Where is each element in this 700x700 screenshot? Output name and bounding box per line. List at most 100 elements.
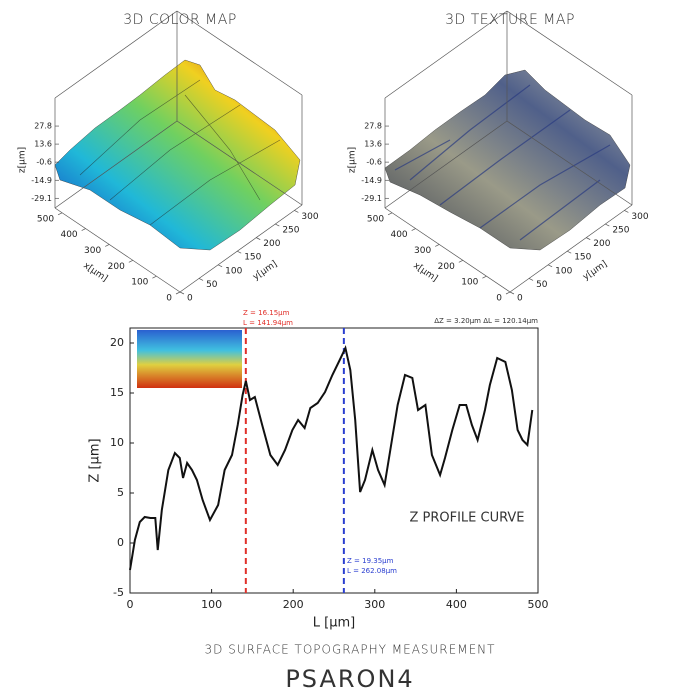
y-tick (605, 223, 610, 227)
box-edge (54, 120, 178, 209)
x-tick-label: 400 (446, 598, 467, 611)
x-tick-label: 400 (60, 230, 77, 240)
x-tick-label: 500 (528, 598, 549, 611)
y-tick-label: 300 (631, 212, 648, 222)
z-axis-label: z[µm] (18, 147, 28, 173)
inset-map (137, 330, 242, 388)
x-tick-label: 300 (84, 246, 101, 256)
x-tick-label: 100 (201, 598, 222, 611)
y-axis-label: y[µm] (581, 259, 609, 282)
y-tick-label: 0 (117, 536, 124, 549)
x-tick (505, 291, 511, 295)
plot-frame (129, 327, 539, 594)
z-tick-label: -14.9 (31, 176, 52, 185)
x-tick-label: 300 (414, 246, 431, 256)
box-edge (176, 10, 303, 96)
x-tick-label: 200 (283, 598, 304, 611)
y-tick-label: 50 (536, 280, 548, 290)
x-axis-label: x[µm] (81, 261, 109, 284)
z-tick-label: -0.6 (366, 158, 382, 167)
x-tick (128, 259, 133, 263)
y-tick (179, 291, 185, 295)
box-edge (384, 120, 508, 209)
y-tick-label: 300 (301, 212, 318, 222)
y-tick (198, 278, 204, 281)
box-edge (509, 204, 633, 293)
x-tick-label: 100 (131, 278, 148, 288)
x-tick-label: 300 (364, 598, 385, 611)
y-tick-label: 100 (225, 266, 242, 276)
y-tick (237, 250, 242, 254)
annotation: Z = 19.35µm (347, 557, 394, 565)
z-tick-label: 27.8 (34, 122, 52, 131)
y-tick (567, 250, 572, 254)
y-tick-label: 200 (263, 239, 280, 249)
box-edge (506, 120, 633, 206)
x-tick (57, 212, 63, 216)
x-tick (435, 244, 440, 247)
y-tick (256, 237, 261, 240)
x-tick-label: 0 (496, 294, 502, 304)
x-tick-label: 0 (166, 294, 172, 304)
y-tick-label: 0 (187, 294, 193, 304)
box-edge (54, 207, 181, 293)
y-tick (624, 210, 629, 213)
box-edge (506, 10, 633, 96)
annotation: ΔZ = 3.20µm ΔL = 120.14µm (434, 317, 538, 325)
y-tick-label: 5 (117, 486, 124, 499)
x-tick (387, 212, 393, 216)
y-tick-label: 10 (110, 436, 124, 449)
z-tick-label: 13.6 (364, 140, 382, 149)
annotation: Z = 16.15µm (243, 309, 290, 317)
x-axis-label: x[µm] (411, 261, 439, 284)
z-axis-label: z[µm] (348, 147, 358, 173)
profile-line (129, 344, 534, 571)
x-tick-label: 400 (390, 230, 407, 240)
y-tick-label: 250 (282, 226, 299, 236)
y-tick (586, 237, 591, 240)
x-tick (152, 275, 157, 279)
y-tick-label: 150 (574, 253, 591, 263)
x-tick (105, 244, 110, 247)
annotation: Z PROFILE CURVE (409, 511, 524, 526)
y-tick-label: 200 (593, 239, 610, 249)
x-tick (175, 291, 181, 295)
z-tick-label: 13.6 (34, 140, 52, 149)
z-tick-label: -14.9 (361, 176, 382, 185)
x-tick-label: 500 (367, 214, 384, 224)
y-axis-label: y[µm] (251, 259, 279, 282)
footer-brand: PSARON4 (285, 665, 414, 693)
x-tick (411, 228, 416, 231)
footer-subtitle: 3D SURFACE TOPOGRAPHY MEASUREMENT (205, 643, 496, 657)
z-tick-label: -0.6 (36, 158, 52, 167)
box-edge (54, 10, 178, 99)
chart-title: 3D COLOR MAP (123, 12, 237, 28)
box-edge (384, 207, 511, 293)
y-tick-label: 150 (244, 253, 261, 263)
box-edge (176, 120, 303, 206)
y-tick-label: 100 (555, 266, 572, 276)
x-tick (81, 228, 86, 231)
x-tick-label: 0 (127, 598, 134, 611)
z-tick-label: -29.1 (31, 194, 52, 203)
y-tick-label: 50 (206, 280, 218, 290)
y-tick (547, 264, 553, 268)
y-tick-label: 20 (110, 336, 124, 349)
z-tick-label: -29.1 (361, 194, 382, 203)
surface-decoration (54, 59, 631, 251)
box-edge (179, 204, 303, 293)
y-tick (528, 278, 534, 281)
y-tick (509, 291, 515, 295)
y-tick-label: 15 (110, 386, 124, 399)
x-tick (458, 259, 463, 263)
annotation: L = 262.08µm (347, 567, 397, 575)
x-tick-label: 200 (108, 262, 125, 272)
chart-title: 3D TEXTURE MAP (445, 12, 575, 28)
x-tick-label: 200 (438, 262, 455, 272)
annotation: L = 141.94µm (243, 319, 293, 327)
x-tick-label: 100 (461, 278, 478, 288)
z-tick-label: 27.8 (364, 122, 382, 131)
y-tick-label: 0 (517, 294, 523, 304)
box-edge (384, 10, 508, 99)
